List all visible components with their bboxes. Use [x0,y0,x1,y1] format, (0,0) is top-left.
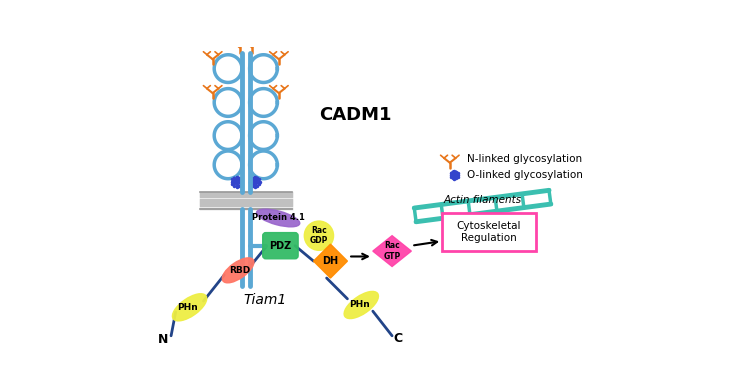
Polygon shape [314,244,347,278]
Text: RBD: RBD [229,266,251,275]
FancyBboxPatch shape [262,232,298,259]
Text: N: N [158,333,169,346]
Text: PHn: PHn [177,303,198,312]
Text: Cytoskeletal
Regulation: Cytoskeletal Regulation [457,221,521,243]
Text: PDZ: PDZ [269,241,292,251]
Polygon shape [373,236,411,267]
Ellipse shape [344,291,379,319]
FancyBboxPatch shape [442,213,536,251]
Text: PHn: PHn [350,301,370,310]
Circle shape [304,221,334,250]
Text: N-linked glycosylation: N-linked glycosylation [466,154,582,164]
Text: DH: DH [322,256,338,266]
Ellipse shape [172,294,207,321]
Text: C: C [393,332,402,345]
Text: Actin filaments: Actin filaments [443,195,521,205]
Text: Tiam1: Tiam1 [244,292,286,307]
Text: CADM1: CADM1 [319,106,392,124]
Text: Protein 4.1: Protein 4.1 [252,214,305,223]
Ellipse shape [256,209,300,227]
Text: Rac
GTP: Rac GTP [383,241,400,261]
Ellipse shape [222,258,254,283]
Text: O-linked glycosylation: O-linked glycosylation [466,170,583,180]
Text: Rac
GDP: Rac GDP [310,226,328,245]
